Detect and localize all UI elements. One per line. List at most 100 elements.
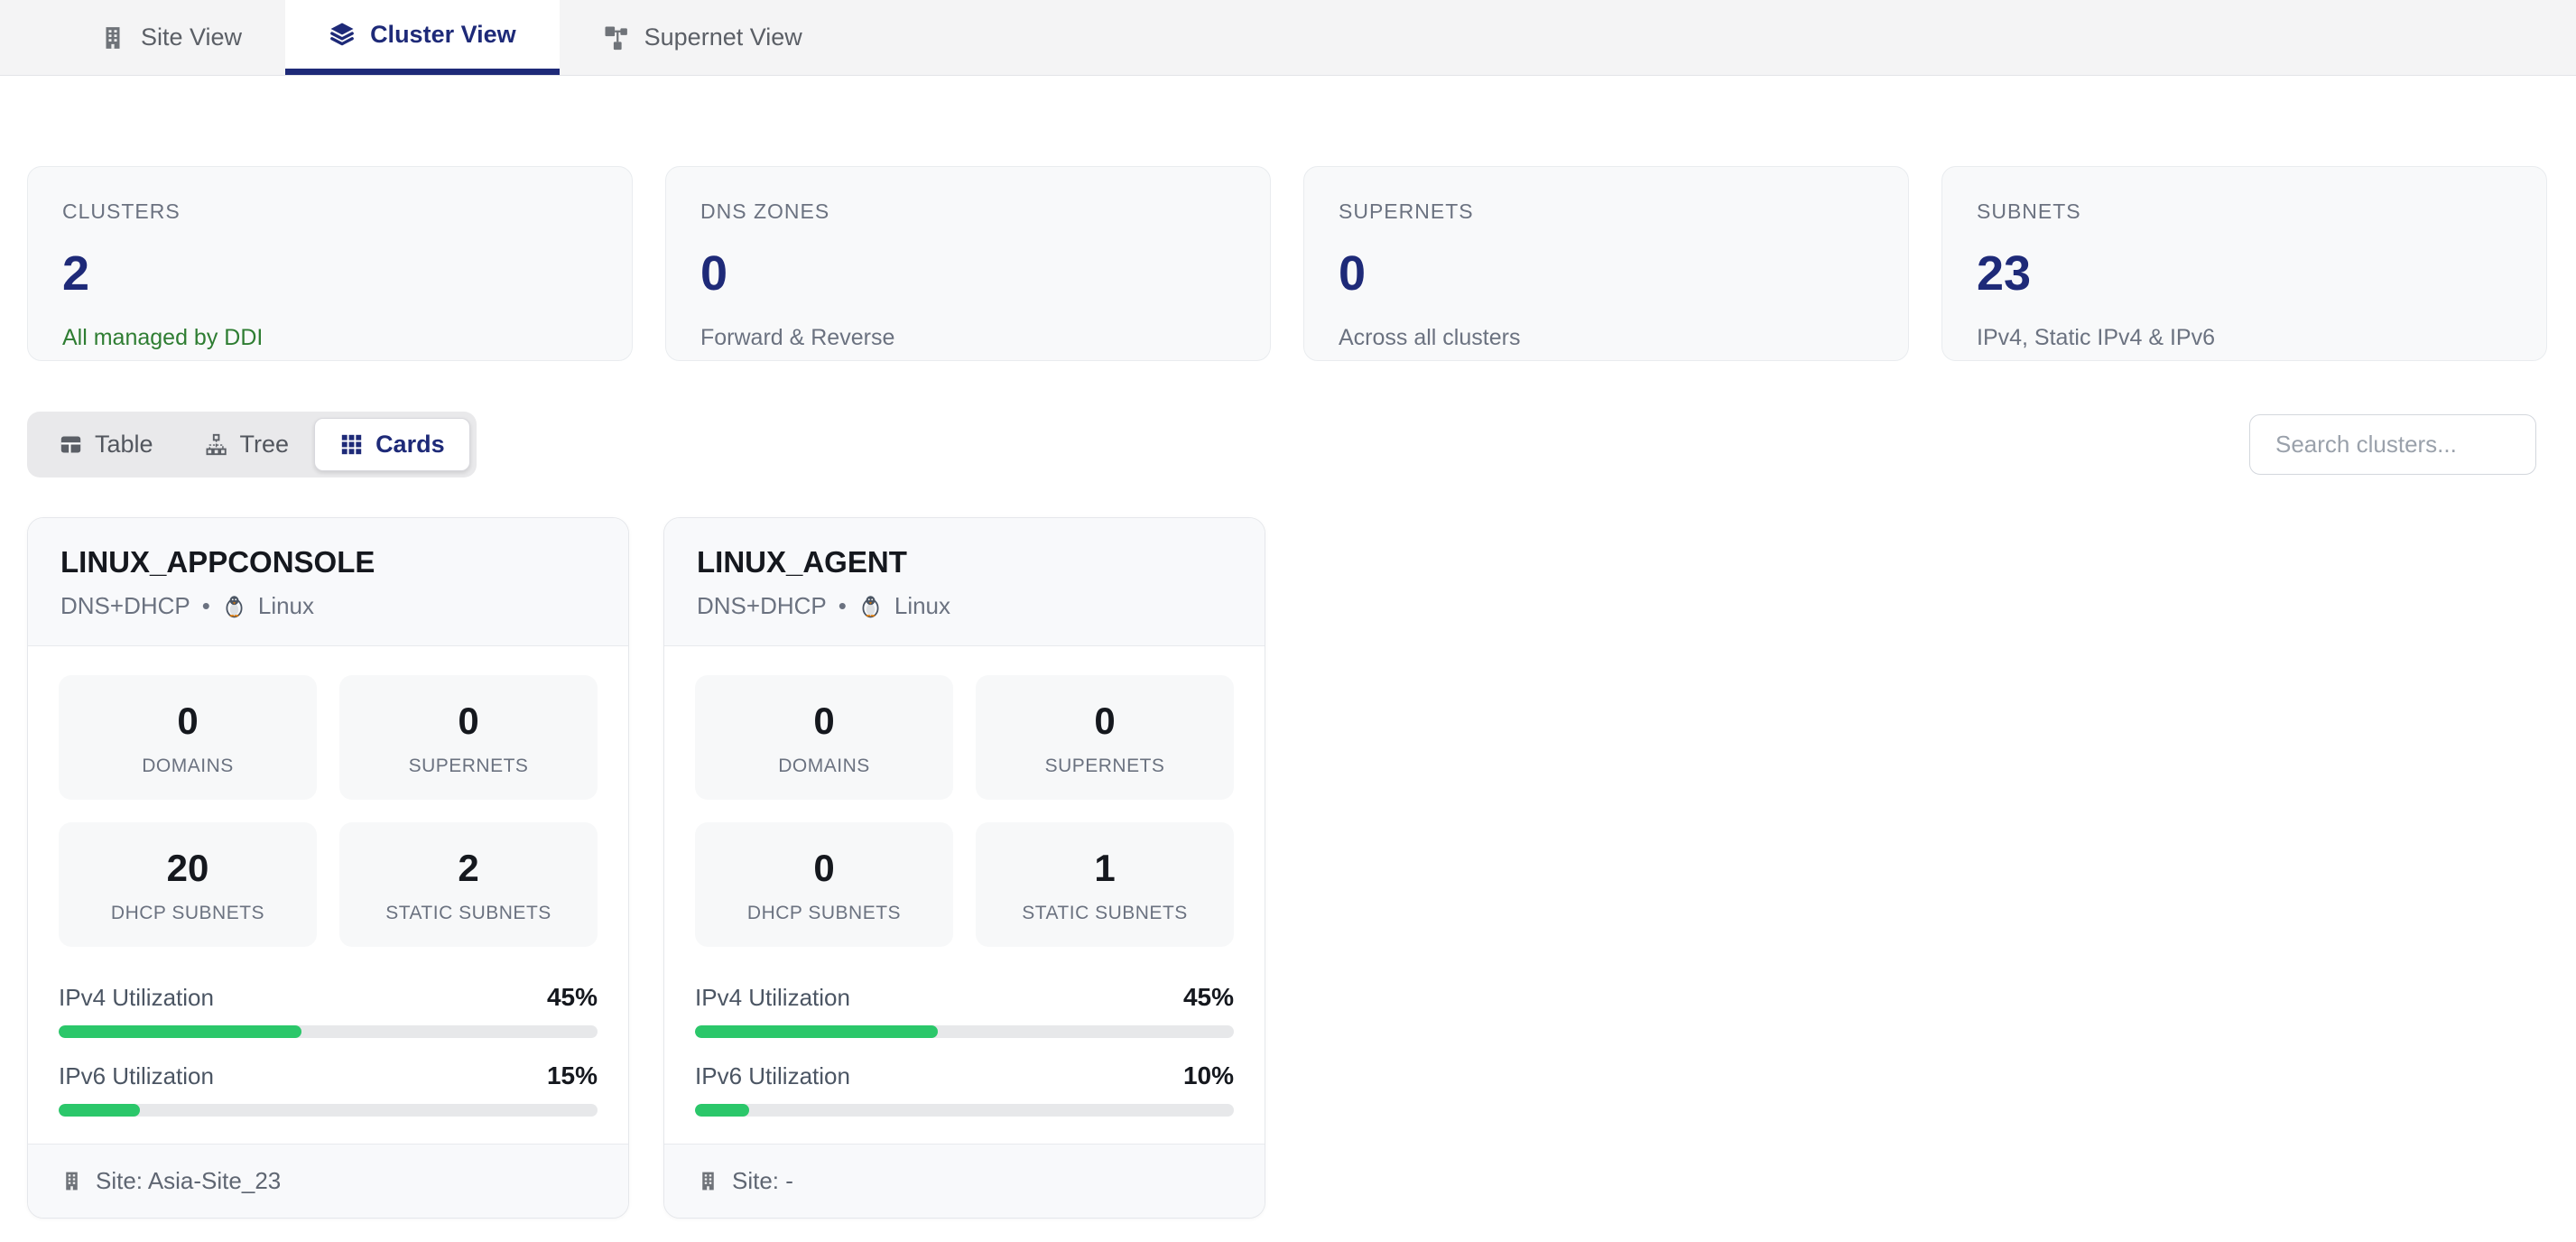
cluster-services: DNS+DHCP [697, 592, 827, 619]
ipv4-utilization: IPv4 Utilization 45% [695, 983, 1234, 1038]
cluster-os: Linux [257, 592, 315, 619]
stat-subtext: Across all clusters [1339, 325, 1521, 350]
metric-value: 0 [1094, 700, 1116, 742]
cluster-name: LINUX_AGENT [697, 545, 907, 579]
stat-label: CLUSTERS [62, 199, 181, 223]
penguin-icon [226, 595, 243, 618]
ipv4-utilization: IPv4 Utilization 45% [59, 983, 598, 1038]
utilization-label: IPv4 Utilization [695, 984, 850, 1011]
stat-card-clusters: CLUSTERS 2 All managed by DDI [27, 166, 633, 361]
progress-bar-track [59, 1025, 598, 1038]
utilization-value: 15% [546, 1061, 598, 1089]
cluster-site: Site: Asia-Site_23 [96, 1167, 282, 1194]
metric-value: 2 [458, 847, 479, 889]
cluster-card-linux-agent[interactable]: LINUX_AGENT DNS+DHCP • Linux 0 DOMAINS 0 [663, 517, 1265, 1219]
metric-value: 1 [1094, 847, 1116, 889]
metric-label: DHCP SUBNETS [110, 903, 265, 923]
progress-bar-fill [59, 1104, 140, 1117]
ipv6-utilization: IPv6 Utilization 15% [59, 1061, 598, 1117]
penguin-icon [862, 595, 879, 618]
stat-label: SUBNETS [1977, 199, 2081, 223]
progress-bar-track [695, 1025, 1234, 1038]
metric-tile-dhcp-subnets: 0 DHCP SUBNETS [695, 822, 953, 947]
tab-cluster-view[interactable]: Cluster View [285, 0, 560, 75]
metric-value: 0 [813, 847, 835, 889]
cluster-card-footer: Site: Asia-Site_23 [28, 1144, 628, 1218]
metric-value: 0 [458, 700, 479, 742]
tab-site-view[interactable]: Site View [56, 0, 285, 75]
metric-label: SUPERNETS [408, 755, 529, 776]
view-mode-toggle: Table Tree Cards [27, 412, 477, 477]
separator-dot: • [201, 592, 210, 619]
table-icon [60, 435, 82, 454]
tab-supernet-view[interactable]: Supernet View [560, 0, 846, 75]
metric-label: DOMAINS [778, 755, 870, 776]
utilization-value: 10% [1182, 1061, 1234, 1089]
progress-bar-fill [695, 1025, 938, 1038]
cluster-card-body: 0 DOMAINS 0 SUPERNETS 0 DHCP SUBNETS 1 S… [664, 646, 1265, 1144]
toggle-label: Cards [375, 431, 445, 458]
progress-bar-track [695, 1104, 1234, 1117]
cluster-card-header: LINUX_APPCONSOLE DNS+DHCP • Linux [28, 518, 628, 646]
cluster-subtitle: DNS+DHCP • Linux [697, 592, 1232, 620]
metric-tile-supernets: 0 SUPERNETS [339, 675, 598, 800]
utilization-block: IPv4 Utilization 45% IPv6 Utilization 15… [59, 983, 598, 1117]
metric-label: SUPERNETS [1044, 755, 1165, 776]
metric-tile-supernets: 0 SUPERNETS [976, 675, 1234, 800]
utilization-value: 45% [1182, 983, 1234, 1011]
stat-subtext: All managed by DDI [62, 325, 264, 350]
stat-card-subnets: SUBNETS 23 IPv4, Static IPv4 & IPv6 [1941, 166, 2547, 361]
metric-tile-grid: 0 DOMAINS 0 SUPERNETS 20 DHCP SUBNETS 2 … [59, 675, 598, 947]
metric-tile-grid: 0 DOMAINS 0 SUPERNETS 0 DHCP SUBNETS 1 S… [695, 675, 1234, 947]
metric-value: 0 [177, 700, 199, 742]
network-icon [604, 24, 628, 51]
metric-value: 0 [813, 700, 835, 742]
progress-bar-fill [59, 1025, 301, 1038]
ipv6-utilization: IPv6 Utilization 10% [695, 1061, 1234, 1117]
cluster-subtitle: DNS+DHCP • Linux [60, 592, 596, 620]
toggle-label: Table [95, 431, 153, 458]
grid-icon [341, 434, 362, 455]
metric-label: STATIC SUBNETS [1022, 903, 1188, 923]
stat-subtext: IPv4, Static IPv4 & IPv6 [1977, 325, 2216, 350]
building-icon [66, 1172, 78, 1191]
stat-value: 0 [1339, 246, 1367, 301]
tab-label: Supernet View [644, 23, 802, 51]
controls-row: Table Tree Cards [27, 412, 2536, 477]
cluster-cards-row: LINUX_APPCONSOLE DNS+DHCP • Linux 0 DOMA… [27, 517, 2549, 1219]
tree-icon [206, 433, 227, 456]
building-icon [106, 26, 120, 49]
metric-tile-static-subnets: 1 STATIC SUBNETS [976, 822, 1234, 947]
separator-dot: • [838, 592, 847, 619]
metric-label: DHCP SUBNETS [746, 903, 902, 923]
cluster-name: LINUX_APPCONSOLE [60, 545, 375, 579]
metric-tile-static-subnets: 2 STATIC SUBNETS [339, 822, 598, 947]
cluster-card-header: LINUX_AGENT DNS+DHCP • Linux [664, 518, 1265, 646]
metric-tile-domains: 0 DOMAINS [59, 675, 317, 800]
metric-label: DOMAINS [142, 755, 234, 776]
metric-label: STATIC SUBNETS [385, 903, 551, 923]
metric-value: 20 [166, 847, 209, 889]
utilization-label: IPv6 Utilization [59, 1062, 214, 1089]
stat-subtext: Forward & Reverse [700, 325, 895, 350]
toggle-cards-button[interactable]: Cards [314, 418, 470, 471]
tab-label: Cluster View [370, 20, 516, 48]
tab-label: Site View [141, 23, 243, 51]
search-clusters-input[interactable] [2249, 414, 2536, 475]
stat-value: 2 [62, 246, 90, 301]
progress-bar-fill [695, 1104, 749, 1117]
cluster-card-footer: Site: - [664, 1144, 1265, 1218]
cluster-card-body: 0 DOMAINS 0 SUPERNETS 20 DHCP SUBNETS 2 … [28, 646, 628, 1144]
cluster-services: DNS+DHCP [60, 592, 190, 619]
toggle-label: Tree [239, 431, 290, 458]
toggle-tree-button[interactable]: Tree [179, 418, 315, 471]
stat-label: DNS ZONES [700, 199, 830, 223]
toggle-table-button[interactable]: Table [33, 418, 179, 471]
stat-card-supernets: SUPERNETS 0 Across all clusters [1303, 166, 1909, 361]
stat-value: 0 [700, 246, 728, 301]
utilization-block: IPv4 Utilization 45% IPv6 Utilization 10… [695, 983, 1234, 1117]
progress-bar-track [59, 1104, 598, 1117]
cluster-card-linux-appconsole[interactable]: LINUX_APPCONSOLE DNS+DHCP • Linux 0 DOMA… [27, 517, 629, 1219]
metric-tile-dhcp-subnets: 20 DHCP SUBNETS [59, 822, 317, 947]
